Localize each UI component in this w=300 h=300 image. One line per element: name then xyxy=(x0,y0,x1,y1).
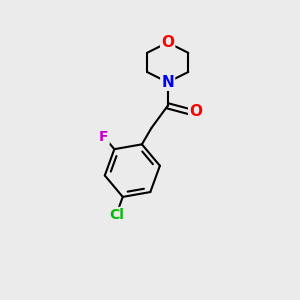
Text: Cl: Cl xyxy=(109,208,124,222)
Text: N: N xyxy=(161,75,174,90)
Text: F: F xyxy=(99,130,109,144)
Text: O: O xyxy=(161,35,174,50)
Text: O: O xyxy=(189,104,202,119)
